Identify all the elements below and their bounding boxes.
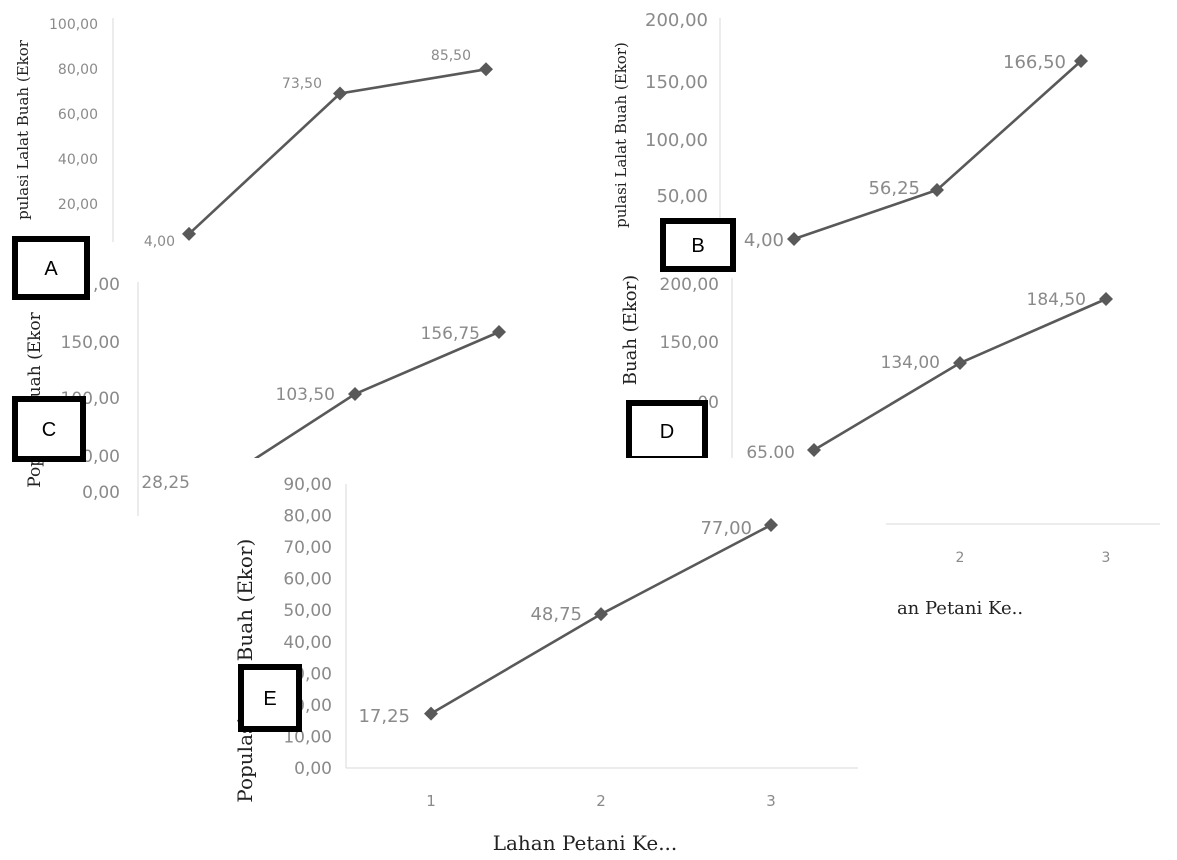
- series-line: [793, 60, 1082, 241]
- data-label: 4,00: [744, 230, 784, 251]
- y-tick-label: 0,00: [294, 759, 332, 779]
- y-axis-title: pulasi Lalat Buah (Ekor: [14, 39, 32, 220]
- panel-label-box: [12, 236, 90, 300]
- y-tick-label: 20,00: [58, 197, 98, 213]
- x-axis-title: Lahan Petani Ke...: [493, 831, 678, 855]
- y-axis-title: Buah (Ekor): [233, 539, 257, 662]
- y-tick-label: 60,00: [58, 107, 98, 123]
- y-tick-label: 40,00: [283, 633, 332, 653]
- panel-label-text: B: [691, 235, 704, 257]
- x-tick-label: 3: [1102, 550, 1111, 566]
- data-label: 166,50: [1003, 52, 1066, 73]
- y-tick-label: 200,00: [645, 10, 708, 31]
- data-point-marker: [348, 387, 362, 401]
- y-tick-label: 50,00: [283, 601, 332, 621]
- x-tick-label: 2: [596, 792, 606, 810]
- data-label: 103,50: [276, 385, 335, 405]
- panel-label-text: E: [263, 688, 276, 710]
- chart-panel-e: 90,0080,0070,0060,0050,0040,0030,0020,00…: [198, 458, 886, 860]
- data-point-marker: [764, 518, 778, 533]
- x-axis-title: an Petani Ke..: [897, 598, 1023, 619]
- data-label: 134,00: [881, 353, 940, 373]
- data-label: 184,50: [1027, 290, 1086, 310]
- data-point-marker: [424, 706, 438, 721]
- data-point-marker: [1074, 54, 1088, 68]
- y-tick-label: 60,00: [283, 570, 332, 590]
- panel-label-border: [12, 396, 86, 462]
- panel-label-box: [660, 218, 736, 272]
- panel-label-box: [12, 396, 86, 462]
- data-label: 28,25: [141, 473, 190, 493]
- y-tick-label: 10,00: [283, 727, 332, 747]
- panel-label-text: A: [44, 258, 58, 280]
- panel-label-border: [238, 664, 302, 732]
- y-tick-label: 150,00: [645, 72, 708, 93]
- panel-label-border: [660, 218, 736, 272]
- y-tick-label: 80,00: [58, 62, 98, 78]
- data-label: 48,75: [530, 604, 582, 625]
- data-point-marker: [953, 356, 967, 370]
- data-point-marker: [492, 325, 506, 339]
- y-tick-label: 90,00: [283, 475, 332, 495]
- panel-label-box: [626, 400, 708, 462]
- data-label: 77,00: [700, 518, 752, 539]
- data-point-marker: [594, 607, 608, 622]
- y-axis-title: Buah (Ekor): [620, 275, 641, 385]
- data-label: 56,25: [868, 178, 920, 199]
- panel-label-box: [238, 664, 302, 732]
- x-tick-label: 3: [766, 792, 776, 810]
- y-tick-label: 150,00: [660, 333, 719, 353]
- x-tick-label: 2: [956, 550, 965, 566]
- y-tick-label: 200,00: [660, 275, 719, 295]
- data-point-marker: [182, 226, 196, 241]
- y-tick-label: 50,00: [656, 186, 708, 207]
- panel-label-text: C: [42, 419, 56, 441]
- data-point-marker: [807, 443, 821, 457]
- y-tick-label: 0,00: [82, 483, 120, 503]
- chart-panel-a: 100,00 80,00 60,00 40,00 20,00 pulasi Lalat B…: [12, 17, 493, 300]
- data-point-marker: [479, 62, 493, 77]
- y-tick-label: 40,00: [58, 152, 98, 168]
- panel-label-border: [12, 236, 90, 300]
- data-label: 4,00: [144, 234, 175, 250]
- y-axis-title: pulasi Lalat Buah (Ekor): [612, 42, 630, 228]
- series-line: [813, 297, 1107, 452]
- data-point-marker: [787, 232, 801, 246]
- y-tick-label: 70,00: [283, 538, 332, 558]
- data-point-marker: [333, 86, 347, 101]
- chart-panel-b: 200,00 150,00 100,00 50,00 pulasi Lalat Buah…: [612, 10, 1088, 272]
- y-tick-label: 100,00: [49, 17, 98, 33]
- data-point-marker: [1099, 292, 1113, 306]
- panel-label-text: D: [660, 421, 674, 443]
- data-label: 156,75: [421, 324, 480, 344]
- data-point-marker: [930, 183, 944, 197]
- y-tick-label: 80,00: [283, 507, 332, 527]
- data-label: 73,50: [282, 76, 322, 92]
- data-label: 17,25: [358, 706, 410, 727]
- data-label: 85,50: [431, 48, 471, 64]
- y-tick-label: 150,00: [61, 333, 120, 353]
- y-tick-label: ,00: [93, 275, 120, 295]
- y-tick-label: 100,00: [645, 130, 708, 151]
- x-tick-label: 1: [426, 792, 436, 810]
